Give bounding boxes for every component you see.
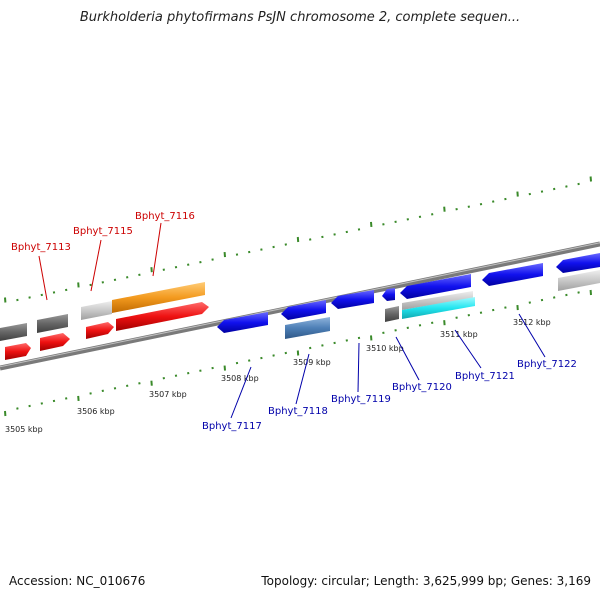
gene-feature-gray-2[interactable] (37, 314, 68, 333)
gene-feature-blue-7117[interactable] (217, 312, 268, 333)
accession-value: NC_010676 (76, 574, 146, 588)
gene-feature-orange-7116[interactable] (112, 282, 205, 313)
gene-label[interactable]: Bphyt_7120 (392, 382, 452, 393)
leader-7122 (518, 313, 546, 358)
leader-7119 (357, 342, 360, 393)
gene-label[interactable]: Bphyt_7122 (517, 359, 577, 370)
scale-label: 3505 kbp (5, 425, 43, 434)
leader-7117 (230, 366, 252, 419)
scale-label: 3510 kbp (366, 344, 404, 353)
gene-label[interactable]: Bphyt_7117 (202, 421, 262, 432)
gene-labels: Bphyt_7113 Bphyt_7115 Bphyt_7116 Bphyt_7… (11, 211, 577, 432)
gene-features (0, 253, 600, 360)
scale-labels: 3505 kbp 3506 kbp 3507 kbp 3508 kbp 3509… (5, 318, 551, 434)
gene-feature-light-gray-1[interactable] (81, 301, 112, 320)
gene-label[interactable]: Bphyt_7116 (135, 211, 195, 222)
gene-feature-blue-7122[interactable] (556, 253, 600, 273)
gene-label[interactable]: Bphyt_7121 (455, 371, 515, 382)
accession-footer: Accession: NC_010676 (9, 574, 145, 588)
gene-label[interactable]: Bphyt_7118 (268, 406, 328, 417)
leader-7113 (38, 255, 48, 301)
map-title: Burkholderia phytofirmans PsJN chromosom… (79, 10, 521, 25)
gene-feature-red-2[interactable] (40, 333, 70, 351)
gene-feature-red-3[interactable] (86, 322, 114, 339)
gene-label[interactable]: Bphyt_7115 (73, 226, 133, 237)
gene-feature-steel-7118[interactable] (285, 317, 330, 339)
scale-label: 3507 kbp (149, 390, 187, 399)
gene-feature-dark-small[interactable] (385, 306, 399, 322)
gene-feature-blue-7120[interactable] (400, 274, 471, 299)
gene-feature-blue-small[interactable] (382, 288, 395, 301)
accession-label: Accession: (9, 574, 73, 588)
scale-label: 3512 kbp (513, 318, 551, 327)
gene-feature-light-gray-3[interactable] (558, 270, 600, 291)
gene-feature-red-1[interactable] (5, 343, 31, 360)
leader-7121 (454, 329, 482, 369)
leader-7120 (395, 336, 420, 381)
gene-feature-light-gray-2[interactable] (402, 291, 473, 310)
gene-feature-blue-7119[interactable] (331, 290, 374, 309)
gene-feature-blue-7121[interactable] (482, 263, 543, 286)
gene-label[interactable]: Bphyt_7119 (331, 394, 391, 405)
genome-info-footer: Topology: circular; Length: 3,625,999 bp… (261, 574, 591, 588)
label-leaders (38, 222, 546, 419)
lower-scale-ticks (4, 289, 592, 417)
scale-label: 3506 kbp (77, 407, 115, 416)
gene-label[interactable]: Bphyt_7113 (11, 242, 71, 253)
scale-label: 3509 kbp (293, 358, 331, 367)
gene-feature-gray-1[interactable] (0, 323, 27, 341)
gene-feature-red-4[interactable] (116, 302, 209, 331)
gene-feature-cyan-7120[interactable] (402, 297, 475, 319)
scale-label: 3511 kbp (440, 330, 478, 339)
gene-feature-blue-7118a[interactable] (281, 300, 326, 320)
leader-7116 (152, 222, 162, 277)
leader-7115 (90, 239, 102, 292)
scale-label: 3508 kbp (221, 374, 259, 383)
upper-scale-ticks (4, 176, 592, 303)
leader-7118 (295, 353, 310, 405)
